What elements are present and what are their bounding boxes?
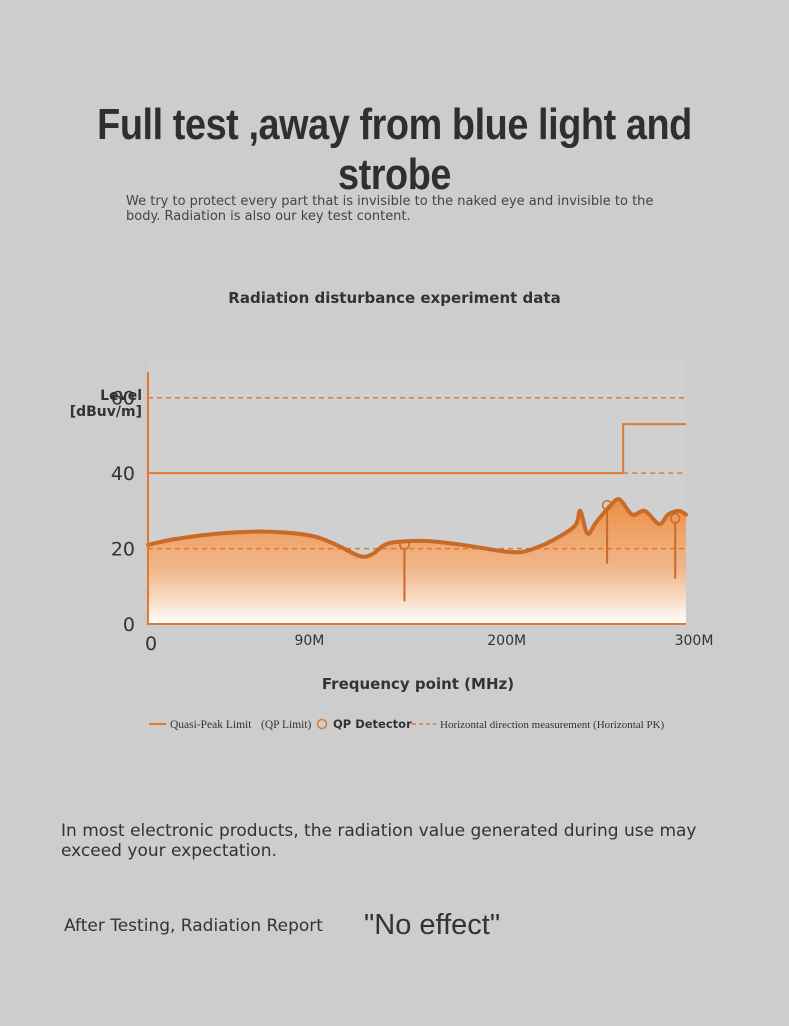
- y-axis-label-line1: Level: [100, 388, 142, 404]
- y-tick-label: 40: [111, 463, 135, 485]
- body-text: In most electronic products, the radiati…: [61, 821, 697, 861]
- y-tick-label: 0: [123, 614, 135, 636]
- measured-level-line: [146, 497, 688, 559]
- chart-legend: Quasi-Peak Limit (QP Limit) QP Detector …: [149, 717, 665, 731]
- page-headline: Full test ,away from blue light and stro…: [97, 100, 692, 199]
- qp-detector-point: [399, 539, 410, 551]
- legend-qp-limit-label: Quasi-Peak Limit: [170, 719, 252, 731]
- legend-qp-detector-swatch: [316, 718, 328, 730]
- y-tick-label: 60: [111, 388, 135, 410]
- x-axis-label: Frequency point (MHz): [322, 675, 514, 693]
- x-tick-label: 90M: [294, 633, 324, 649]
- report-value: "No effect": [364, 909, 501, 941]
- y-axis-label-line2: [dBuv/m]: [70, 404, 142, 420]
- qp-limit-line: [148, 423, 686, 475]
- report-label: After Testing, Radiation Report: [64, 916, 323, 936]
- intro-text: We try to protect every part that is inv…: [126, 194, 654, 224]
- qp-detector-point: [669, 513, 681, 524]
- chart-title: Radiation disturbance experiment data: [228, 289, 561, 307]
- legend-qp-detector-label: QP Detector: [333, 717, 412, 731]
- radiation-chart: Level [dBuv/m] 0 20 40 60 0 90M 200M 300M Freq…: [70, 360, 714, 731]
- y-tick-label: 20: [111, 539, 135, 561]
- legend-horizontal-pk-label: Horizontal direction measurement (Horizo…: [440, 719, 665, 731]
- measured-level-area: [148, 499, 686, 624]
- x-tick-label: 300M: [675, 633, 714, 649]
- x-tick-label: 200M: [487, 633, 526, 649]
- x-tick-label: 0: [145, 633, 157, 655]
- legend-qp-limit-tag: (QP Limit): [261, 719, 312, 731]
- qp-detector-point: [601, 499, 613, 511]
